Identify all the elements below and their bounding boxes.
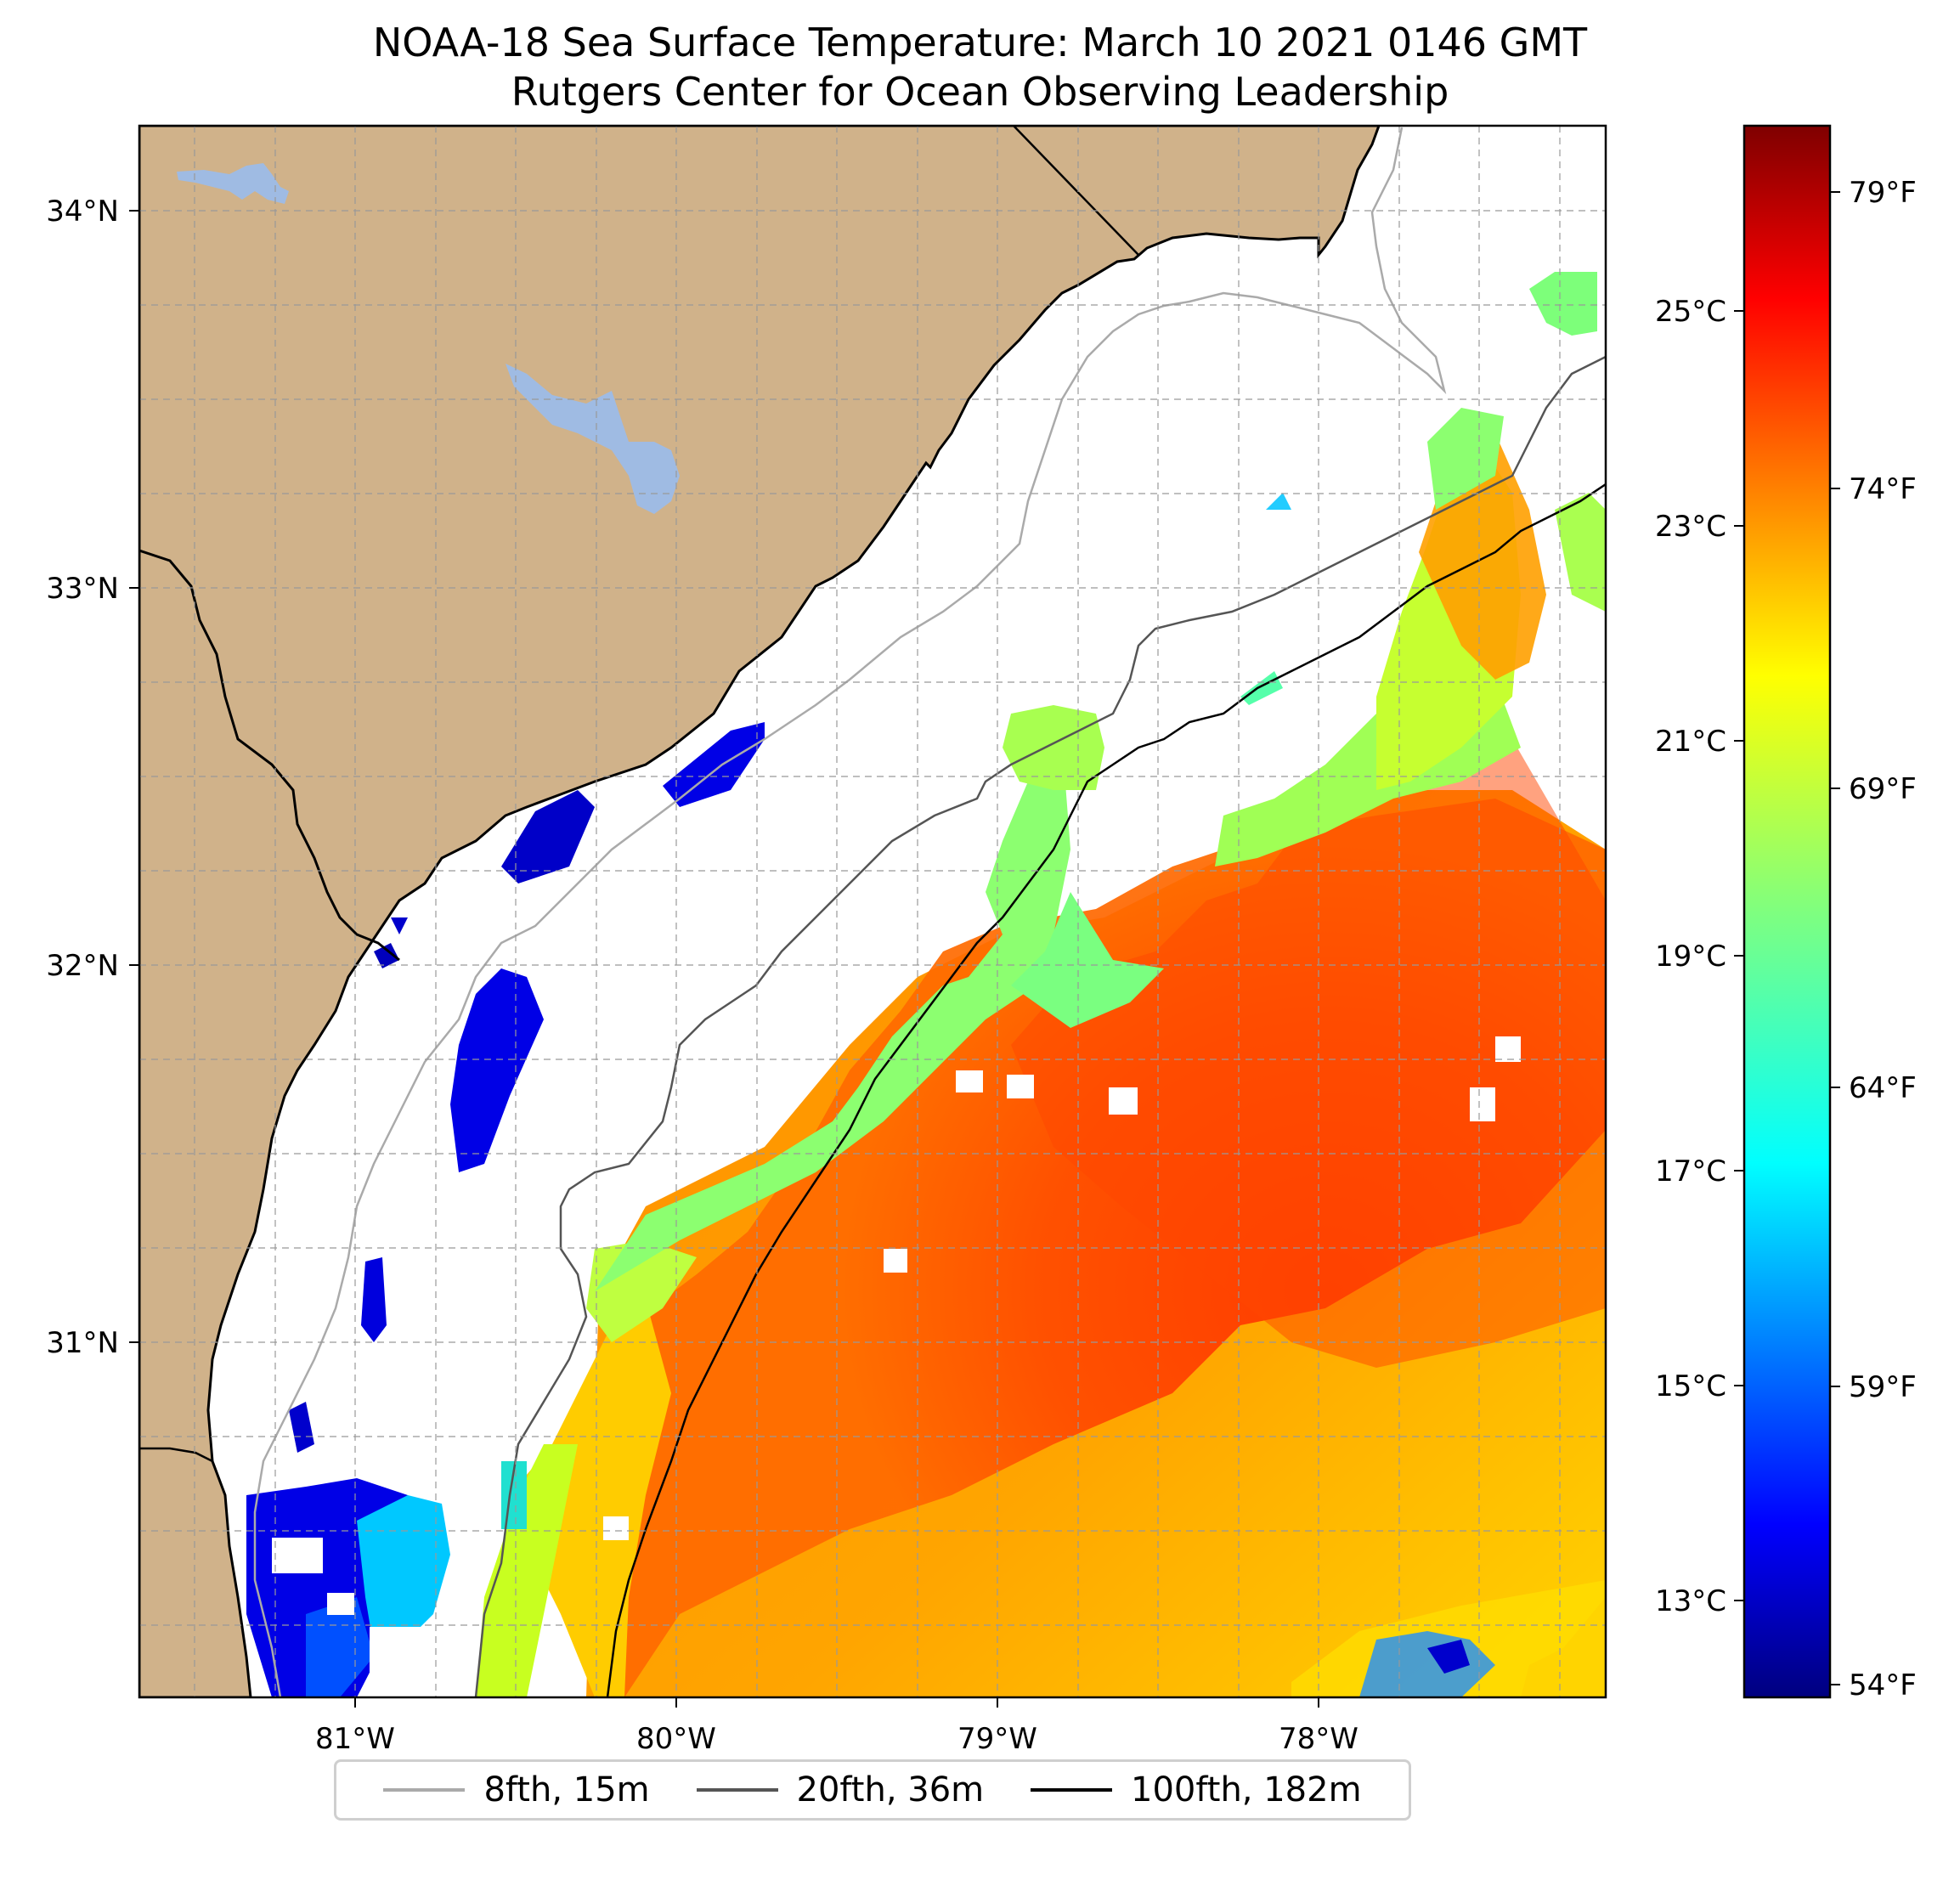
isobath-legend: 8fth, 15m 20fth, 36m 100fth, 182m (334, 1759, 1411, 1821)
gridlines (139, 126, 1606, 1697)
lon-tick-label: 80°W (636, 1722, 716, 1756)
legend-line-light-gray (383, 1788, 466, 1792)
lat-tick-label: 31°N (46, 1326, 119, 1360)
celsius-tick-label: 19°C (1655, 940, 1726, 974)
map-subtitle: Rutgers Center for Ocean Observing Leade… (511, 69, 1449, 115)
legend-label: 100fth, 182m (1131, 1770, 1362, 1809)
legend-line-dark-gray (696, 1788, 778, 1792)
celsius-tick-label: 17°C (1655, 1155, 1726, 1188)
celsius-tick-label: 25°C (1655, 295, 1726, 329)
lake-north (177, 163, 289, 204)
isobath-8fth (253, 127, 1447, 1697)
map-frame (138, 124, 1607, 1699)
lake-marion (506, 364, 680, 514)
legend-label: 20fth, 36m (796, 1770, 985, 1809)
celsius-tick-label: 13°C (1655, 1584, 1726, 1618)
colorbar-fahrenheit-ticks (1830, 191, 1840, 1685)
fahrenheit-tick-label: 79°F (1849, 176, 1917, 210)
sst-field (246, 272, 1606, 1697)
lat-tick-label: 34°N (46, 195, 119, 229)
state-border (1013, 126, 1139, 256)
celsius-tick-label: 23°C (1655, 510, 1726, 544)
map-area (139, 126, 1606, 1697)
fahrenheit-tick-label: 74°F (1849, 472, 1917, 506)
legend-item-100fth: 100fth, 182m (1031, 1770, 1362, 1809)
legend-label: 8fth, 15m (483, 1770, 650, 1809)
fahrenheit-tick-label: 64°F (1849, 1071, 1917, 1105)
lon-tick-label: 79°W (957, 1722, 1037, 1756)
colorbar-celsius-ticks (1734, 310, 1744, 1601)
axis-ticks (129, 210, 1319, 1708)
celsius-tick-label: 21°C (1655, 725, 1726, 759)
legend-line-black (1031, 1788, 1113, 1792)
lat-tick-label: 32°N (46, 949, 119, 983)
fahrenheit-tick-label: 59°F (1849, 1370, 1917, 1404)
fahrenheit-tick-label: 54°F (1849, 1668, 1917, 1702)
colorbar (1743, 124, 1832, 1699)
legend-item-8fth: 8fth, 15m (383, 1770, 650, 1809)
lon-tick-label: 78°W (1279, 1722, 1358, 1756)
celsius-tick-label: 15°C (1655, 1369, 1726, 1403)
river-south (139, 1447, 213, 1463)
lat-tick-label: 33°N (46, 572, 119, 606)
legend-item-20fth: 20fth, 36m (696, 1770, 985, 1809)
fahrenheit-tick-label: 69°F (1849, 772, 1917, 806)
lon-tick-label: 81°W (315, 1722, 395, 1756)
map-title: NOAA-18 Sea Surface Temperature: March 1… (372, 20, 1588, 65)
isobath-20fth (474, 355, 1606, 1697)
state-border-ga (139, 549, 400, 962)
land-polygon (139, 126, 1381, 1697)
